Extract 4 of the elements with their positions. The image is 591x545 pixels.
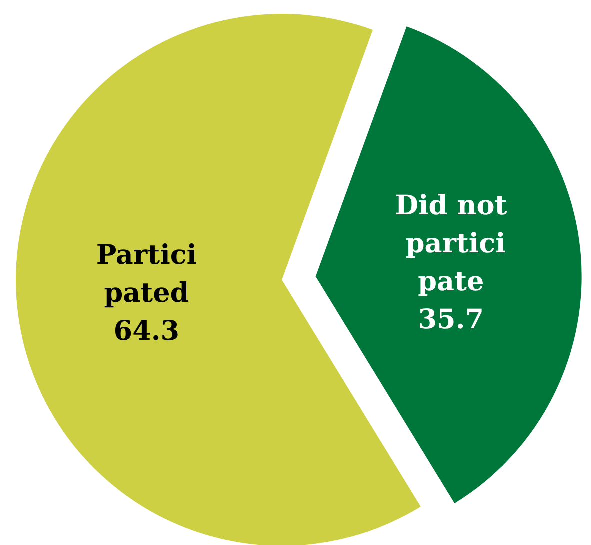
slice-label: Participated bbox=[96, 240, 198, 310]
data-label: 35.7 bbox=[418, 304, 484, 336]
slice-label: Did not participate bbox=[395, 190, 508, 298]
data-label: 64.3 bbox=[114, 316, 180, 348]
